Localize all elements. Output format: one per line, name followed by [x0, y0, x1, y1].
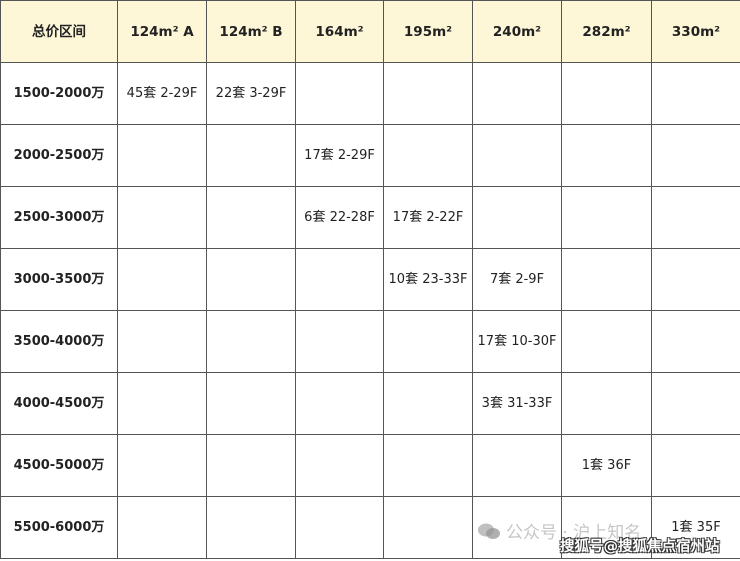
table-cell [295, 372, 384, 435]
row-price-range: 1500-2000万 [0, 62, 118, 125]
table-cell: 17套 10-30F [472, 310, 562, 373]
table-row: 5500-6000万 1套 35F [0, 496, 740, 559]
table-cell [651, 310, 740, 373]
row-price-range: 3000-3500万 [0, 248, 118, 311]
table-cell [651, 372, 740, 435]
table-cell [472, 434, 562, 497]
table-cell: 6套 22-28F [295, 186, 384, 249]
table-cell: 45套 2-29F [117, 62, 207, 125]
table-cell [117, 310, 207, 373]
table-cell [651, 248, 740, 311]
table-cell [383, 372, 473, 435]
table-row: 4000-4500万 3套 31-33F [0, 372, 740, 435]
wechat-icon [478, 523, 500, 539]
table-row: 3000-3500万 10套 23-33F 7套 2-9F [0, 248, 740, 311]
header-unit-type: 164m² [295, 0, 384, 63]
table-cell: 7套 2-9F [472, 248, 562, 311]
header-unit-type: 124m² A [117, 0, 207, 63]
table-cell [651, 434, 740, 497]
header-unit-type: 124m² B [206, 0, 296, 63]
row-price-range: 4500-5000万 [0, 434, 118, 497]
table-cell [206, 434, 296, 497]
table-cell [206, 186, 296, 249]
table-row: 1500-2000万 45套 2-29F 22套 3-29F [0, 62, 740, 125]
header-price-range: 总价区间 [0, 0, 118, 63]
table-cell [117, 124, 207, 187]
table-cell [383, 62, 473, 125]
table-cell: 1套 35F [651, 496, 740, 559]
table-cell [383, 496, 473, 559]
table-cell: 17套 2-22F [383, 186, 473, 249]
row-price-range: 2500-3000万 [0, 186, 118, 249]
table-row: 4500-5000万 1套 36F [0, 434, 740, 497]
row-price-range: 4000-4500万 [0, 372, 118, 435]
table-cell [117, 248, 207, 311]
table-cell [295, 496, 384, 559]
table-cell [651, 62, 740, 125]
table-cell [206, 124, 296, 187]
table-cell [295, 310, 384, 373]
wechat-watermark-text: 公众号 · 沪上知名 [506, 523, 642, 543]
table-cell: 3套 31-33F [472, 372, 562, 435]
table-cell [295, 434, 384, 497]
header-unit-type: 240m² [472, 0, 562, 63]
table-cell [561, 310, 652, 373]
row-price-range: 3500-4000万 [0, 310, 118, 373]
header-unit-type: 282m² [561, 0, 652, 63]
wechat-watermark: 公众号 · 沪上知名 [478, 518, 641, 543]
table-cell [206, 310, 296, 373]
table-cell [651, 186, 740, 249]
table-cell [383, 434, 473, 497]
table-cell [472, 186, 562, 249]
table-row: 2500-3000万 6套 22-28F 17套 2-22F [0, 186, 740, 249]
table-cell [117, 186, 207, 249]
table-cell [561, 248, 652, 311]
table-cell [206, 248, 296, 311]
table-cell [117, 372, 207, 435]
table-cell [472, 124, 562, 187]
header-row: 总价区间 124m² A 124m² B 164m² 195m² 240m² 282m² 33… [0, 0, 740, 63]
table-cell [383, 310, 473, 373]
table-cell [295, 62, 384, 125]
table-row: 2000-2500万 17套 2-29F [0, 124, 740, 187]
table-cell [561, 186, 652, 249]
table-cell [206, 372, 296, 435]
table-cell [561, 62, 652, 125]
table-row: 3500-4000万 17套 10-30F [0, 310, 740, 373]
table-cell: 22套 3-29F [206, 62, 296, 125]
table-cell [117, 434, 207, 497]
header-unit-type: 195m² [383, 0, 473, 63]
table-cell [295, 248, 384, 311]
row-price-range: 5500-6000万 [0, 496, 118, 559]
table-cell [117, 496, 207, 559]
row-price-range: 2000-2500万 [0, 124, 118, 187]
table-cell: 1套 36F [561, 434, 652, 497]
table-cell [651, 124, 740, 187]
sohu-watermark: 搜狐号@搜狐焦点宿州站 [560, 539, 720, 555]
table-cell [561, 124, 652, 187]
header-unit-type: 330m² [651, 0, 740, 63]
table-cell [472, 62, 562, 125]
table-cell [561, 372, 652, 435]
table-cell [561, 496, 652, 559]
table-cell [206, 496, 296, 559]
table-cell: 17套 2-29F [295, 124, 384, 187]
table-cell: 10套 23-33F [383, 248, 473, 311]
table-cell [383, 124, 473, 187]
